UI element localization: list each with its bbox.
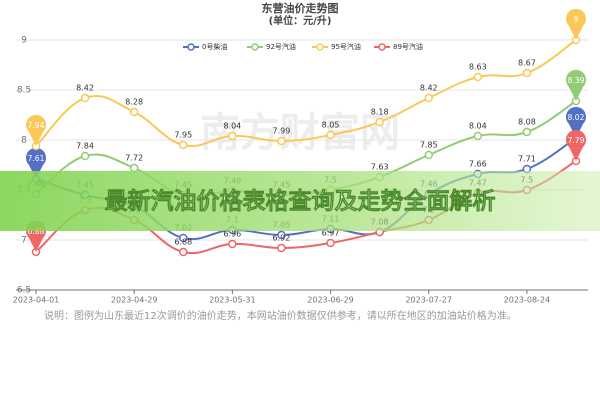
data-label: 8.04 (469, 122, 487, 131)
pin (566, 106, 586, 138)
point (473, 72, 483, 82)
point (326, 130, 335, 140)
y-tick-label: 7 (21, 236, 27, 246)
data-label: 8.42 (76, 84, 94, 93)
note-box: 说明：图例为山东最近12次调价的油价走势，本网站油价数据仅供参考，请以所在地区的… (44, 311, 517, 322)
data-label: 8.18 (371, 108, 389, 117)
legend-label: 95号汽油 (331, 42, 361, 51)
data-label: 6.92 (273, 234, 291, 243)
legend-marker (378, 43, 386, 51)
point (129, 163, 139, 173)
point (80, 93, 90, 103)
pin-label: 7.94 (28, 121, 45, 130)
point (522, 68, 532, 78)
data-label: 7.72 (125, 154, 143, 163)
legend-label: 0号柴油 (202, 42, 227, 51)
pin-label: 6.88 (28, 227, 45, 236)
point (424, 150, 433, 160)
data-label: 6.88 (174, 238, 192, 247)
data-label: 7.66 (469, 160, 487, 169)
data-label: 6.96 (223, 230, 241, 239)
point (129, 107, 139, 117)
point (277, 136, 286, 146)
legend-marker (316, 43, 324, 51)
pin (566, 8, 586, 40)
pin (566, 69, 586, 101)
data-label: 7.71 (518, 155, 536, 164)
data-label: 8.05 (322, 121, 340, 130)
data-label: 8.28 (125, 98, 143, 107)
point (277, 243, 286, 253)
data-label: 8.63 (469, 63, 487, 72)
note: 说明：图例为山东最近12次调价的油价走势，本网站油价数据仅供参考，请以所在地区的… (44, 311, 517, 322)
y-tick-label: 8.5 (17, 86, 31, 96)
point (179, 140, 188, 150)
point (326, 238, 335, 248)
pin-label: 7.79 (568, 136, 585, 145)
legend-marker (187, 43, 195, 51)
point (179, 247, 188, 257)
pin-label: 9 (574, 15, 579, 24)
point (228, 239, 237, 249)
data-label: 7.63 (371, 163, 389, 172)
pin-label: 7.61 (28, 154, 45, 163)
data-label: 8.42 (420, 84, 438, 93)
data-label: 8.08 (518, 118, 536, 127)
x-tick-label: 2023-08-24 (504, 296, 551, 305)
pin (566, 129, 586, 161)
x-tick-label: 2023-04-29 (111, 296, 158, 305)
x-tick-label: 2023-07-27 (405, 296, 452, 305)
point (424, 93, 433, 103)
data-label: 7.84 (76, 142, 94, 151)
point (375, 117, 384, 127)
y-tick-label: 8 (21, 136, 27, 146)
point (473, 131, 483, 141)
banner-text: 最新汽油价格表格查询及走势全面解析 (105, 188, 496, 215)
data-label: 8.04 (223, 122, 241, 131)
legend-label: 89号汽油 (393, 42, 423, 51)
legend-label: 92号汽油 (266, 42, 296, 51)
pin (26, 147, 46, 179)
chart-title: 东营油价走势图 (262, 1, 339, 15)
pin-label: 8.02 (568, 113, 585, 122)
point (277, 230, 286, 240)
chart-subtitle: (单位：元/升) (269, 14, 332, 27)
x-tick-label: 2023-04-01 (13, 296, 60, 305)
x-tick-label: 2023-05-31 (209, 296, 256, 305)
pin-label: 8.39 (568, 76, 585, 85)
point (228, 131, 237, 141)
point (80, 151, 90, 161)
pin (26, 114, 46, 146)
y-tick-label: 9 (21, 36, 27, 46)
data-label: 7.85 (420, 141, 438, 150)
data-label: 7.99 (273, 127, 291, 136)
point (522, 127, 532, 137)
data-label: 8.67 (518, 59, 536, 68)
point (179, 233, 188, 243)
banner-band (0, 171, 600, 231)
data-label: 6.97 (322, 229, 340, 238)
data-label: 7.95 (174, 131, 192, 140)
x-tick-label: 2023-06-29 (307, 296, 354, 305)
legend-marker (251, 43, 259, 51)
